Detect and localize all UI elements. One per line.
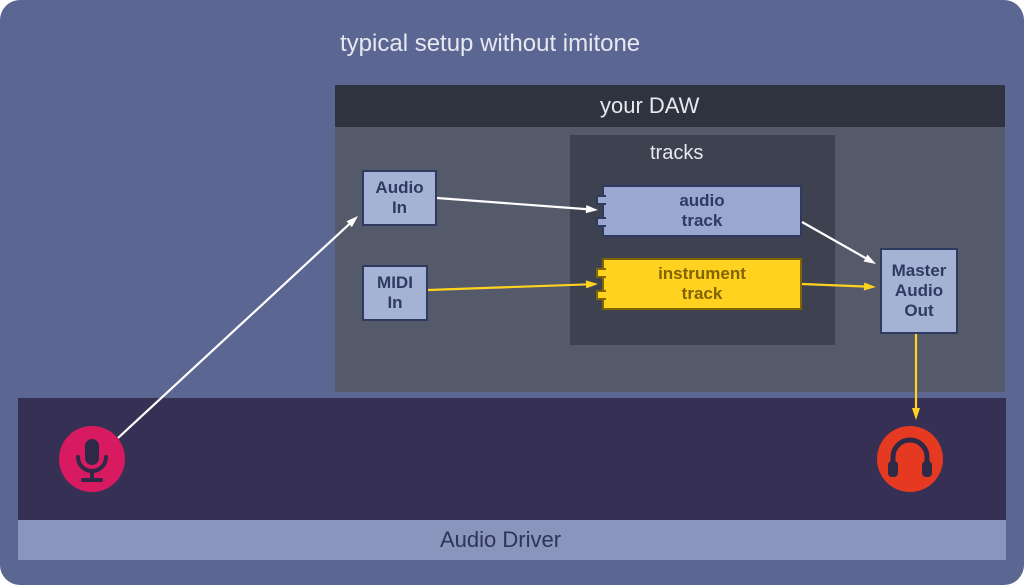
tracks-panel xyxy=(570,135,835,345)
audio-driver-label: Audio Driver xyxy=(440,527,561,552)
track-instrument-label: instrument track xyxy=(658,264,746,304)
tracks-title: tracks xyxy=(650,142,703,165)
diagram-title: typical setup without imitone xyxy=(340,30,640,58)
node-midi-in: MIDI In xyxy=(362,265,428,321)
track-audio-notch xyxy=(596,217,606,227)
node-master-out-label: Master Audio Out xyxy=(892,261,947,321)
track-instrument-notch xyxy=(596,290,606,300)
node-audio-in-label: Audio In xyxy=(375,178,423,218)
track-audio-label: audio track xyxy=(679,191,724,231)
track-instrument: instrument track xyxy=(602,258,802,310)
track-audio-notch xyxy=(596,195,606,205)
track-audio: audio track xyxy=(602,185,802,237)
node-master-out: Master Audio Out xyxy=(880,248,958,334)
daw-title: your DAW xyxy=(600,93,699,118)
track-instrument-notch xyxy=(596,268,606,278)
node-audio-in: Audio In xyxy=(362,170,437,226)
node-midi-in-label: MIDI In xyxy=(377,273,413,313)
hardware-strip xyxy=(18,398,1006,520)
